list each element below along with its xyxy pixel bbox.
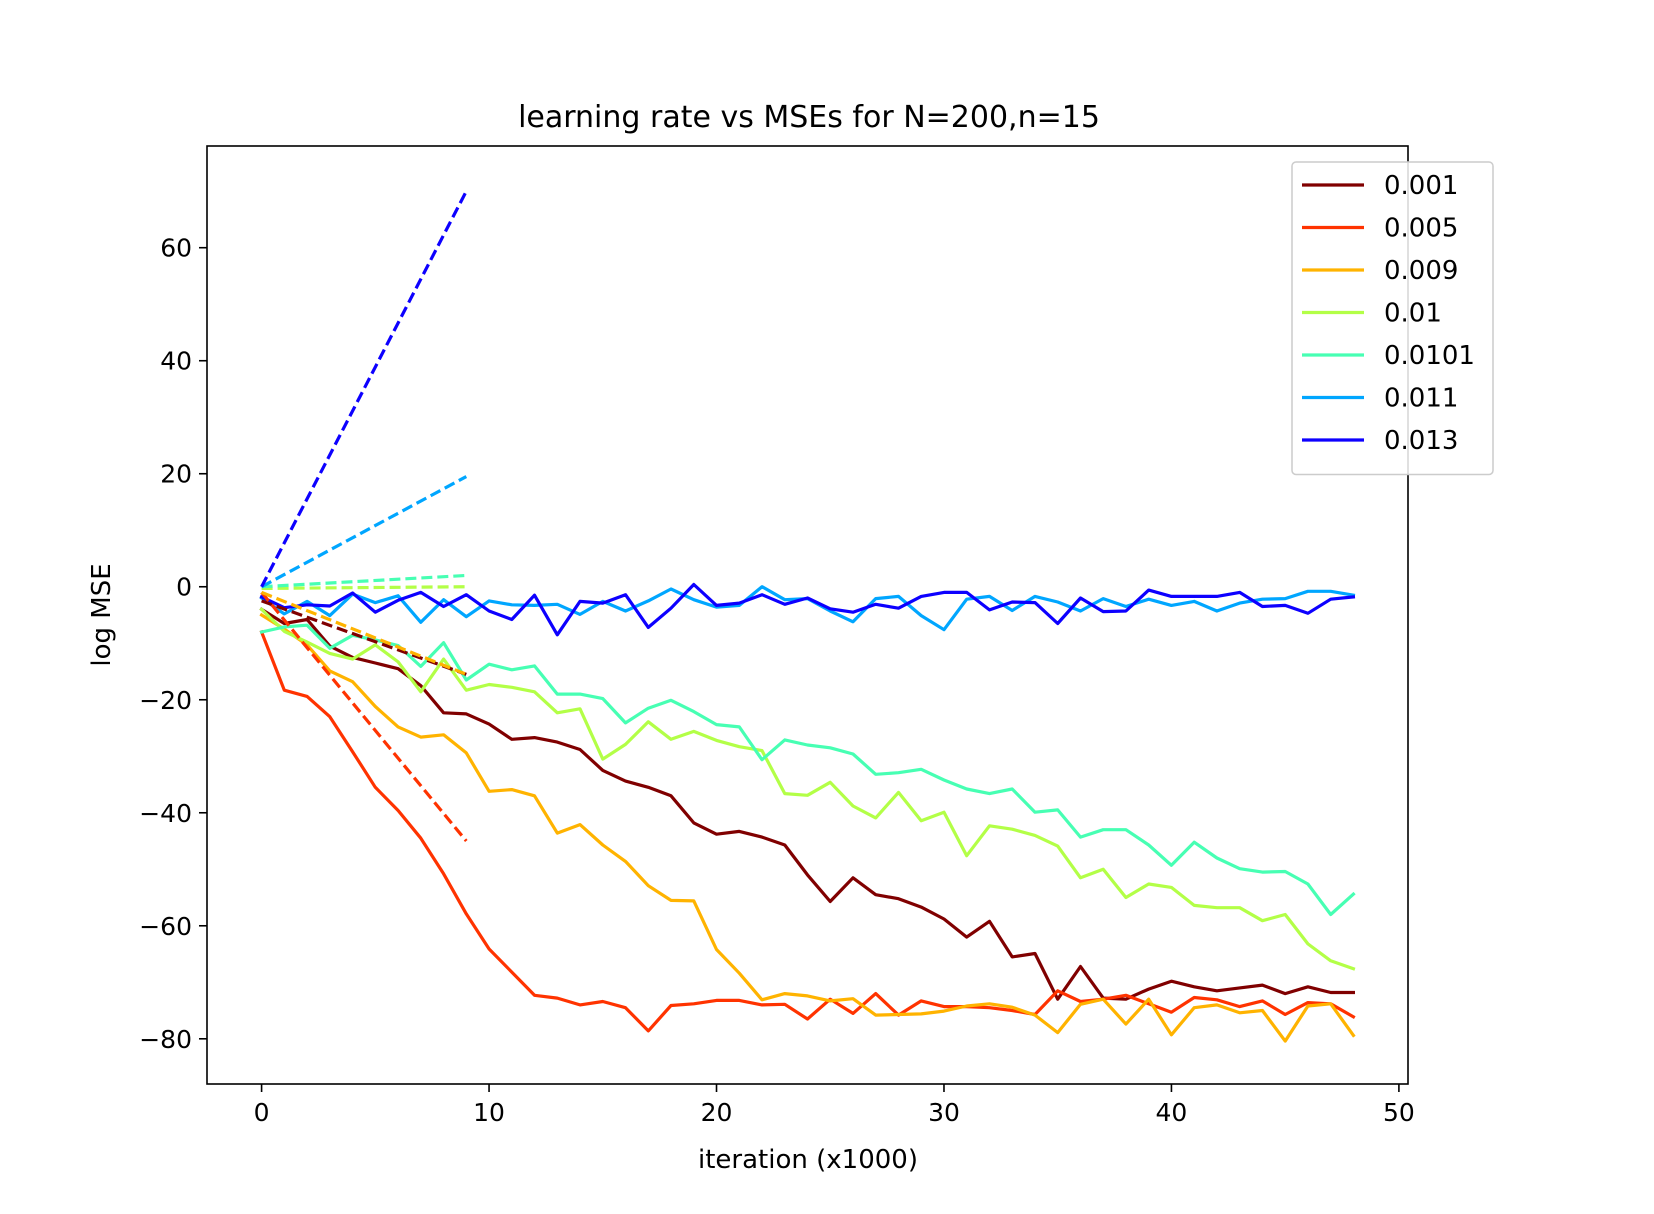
legend-label-0-001: 0.001: [1384, 171, 1458, 201]
legend-label-0-0101: 0.0101: [1384, 341, 1475, 371]
x-tick-label: 50: [1383, 1098, 1415, 1127]
x-axis: 0 10 20 30 40 50: [254, 1084, 1415, 1127]
x-tick-label: 10: [473, 1098, 505, 1127]
series-line-0-001: [259, 607, 1356, 1001]
trend-line-0-011: [260, 475, 468, 589]
x-tick-label: 30: [928, 1098, 960, 1127]
legend-label-0-009: 0.009: [1384, 256, 1458, 286]
series-line-0-0101: [259, 623, 1356, 917]
y-axis: −80 −60 −40 −20 0 20 40 60: [139, 234, 207, 1054]
series-line-0-01: [259, 607, 1356, 971]
chart-title: learning rate vs MSEs for N=200,n=15: [518, 100, 1100, 135]
y-tick-label: −60: [139, 912, 192, 941]
x-axis-label: iteration (x1000): [698, 1145, 918, 1175]
trend-line-0-009: [260, 590, 467, 676]
y-tick-label: −40: [139, 799, 192, 828]
series-line-0-005: [259, 629, 1356, 1033]
legend-label-0-011: 0.011: [1384, 384, 1458, 414]
series-line-0-013: [259, 582, 1356, 637]
y-tick-label: 60: [160, 234, 192, 263]
trend-line-0-005: [260, 591, 468, 843]
trend-line-0-0101: [261, 573, 467, 589]
axes-frame: [206, 145, 1409, 1085]
series-line-0-009: [259, 612, 1356, 1043]
legend-label-0-01: 0.01: [1384, 299, 1442, 329]
y-tick-label: −80: [139, 1025, 192, 1054]
trend-line-0-01: [261, 585, 467, 591]
y-tick-label: 20: [160, 460, 192, 489]
x-tick-label: 40: [1156, 1098, 1188, 1127]
y-tick-label: −20: [139, 686, 192, 715]
legend: 0.001 0.005 0.009 0.01 0.0101 0.011 0.013: [1291, 161, 1494, 476]
legend-label-0-005: 0.005: [1384, 214, 1458, 244]
legend-label-0-013: 0.013: [1384, 426, 1458, 456]
x-tick-label: 20: [701, 1098, 733, 1127]
x-tick-label: 0: [254, 1098, 270, 1127]
y-tick-label: 40: [160, 347, 192, 376]
trend-line-0-013: [260, 190, 468, 588]
y-tick-label: 0: [176, 573, 192, 602]
y-axis-label: log MSE: [87, 563, 117, 666]
plot-area: [259, 190, 1356, 1043]
